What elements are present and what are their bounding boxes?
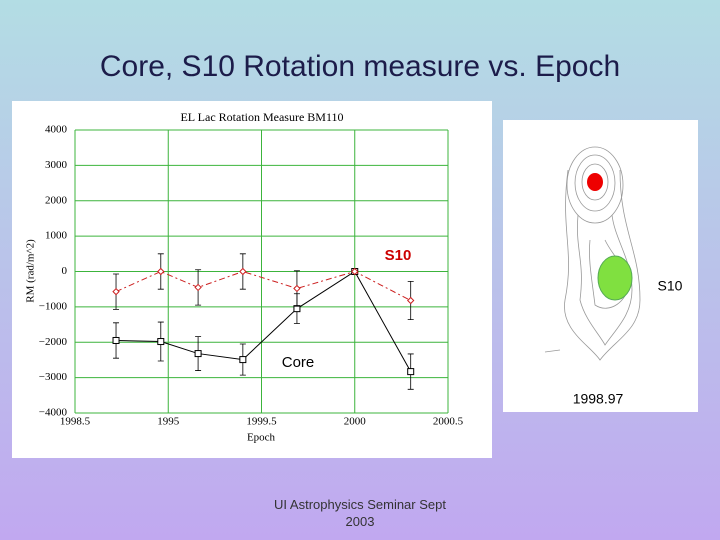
map-label: S10 (658, 278, 683, 294)
slide-title: Core, S10 Rotation measure vs. Epoch (100, 50, 620, 83)
data-point (239, 267, 247, 276)
data-point (112, 336, 120, 344)
map-label: 1998.97 (573, 391, 624, 407)
map-contours (544, 146, 641, 361)
x-tick-label: 2000.5 (433, 416, 464, 428)
y-tick-label: 2000 (45, 194, 68, 206)
data-point (112, 287, 120, 296)
x-tick-label: 2000 (344, 416, 367, 428)
data-point (194, 283, 202, 292)
x-tick-label: 1998.5 (60, 416, 91, 428)
y-tick-label: −2000 (39, 336, 68, 348)
series-annotation: S10 (385, 247, 412, 264)
core-blob (587, 173, 603, 191)
y-axis-label: RM (rad/m^2) (25, 239, 37, 303)
chart-title: EL Lac Rotation Measure BM110 (180, 110, 343, 124)
data-point (406, 296, 415, 305)
chart-panel (12, 101, 492, 458)
y-tick-label: −1000 (39, 300, 68, 312)
data-point (157, 267, 165, 276)
x-tick-label: 1999.5 (246, 416, 277, 428)
data-point (293, 284, 301, 293)
y-tick-label: 1000 (45, 230, 68, 242)
footer: UI Astrophysics Seminar Sept 2003 (274, 497, 446, 529)
s10-blob (597, 255, 633, 301)
y-tick-label: 4000 (45, 124, 68, 136)
data-point (239, 356, 247, 364)
data-point (351, 267, 359, 276)
plot: EL Lac Rotation Measure BM110 Epoch RM (ra… (25, 110, 464, 444)
series-annotation: Core (282, 354, 315, 371)
data-point (194, 350, 202, 358)
y-tick-label: −4000 (39, 407, 68, 419)
data-point (407, 368, 415, 376)
y-tick-label: −3000 (39, 371, 68, 383)
x-tick-label: 1995 (157, 416, 180, 428)
y-tick-label: 3000 (45, 159, 68, 171)
x-axis-label: Epoch (247, 432, 276, 444)
data-point (157, 338, 165, 346)
y-tick-label: 0 (62, 265, 68, 277)
